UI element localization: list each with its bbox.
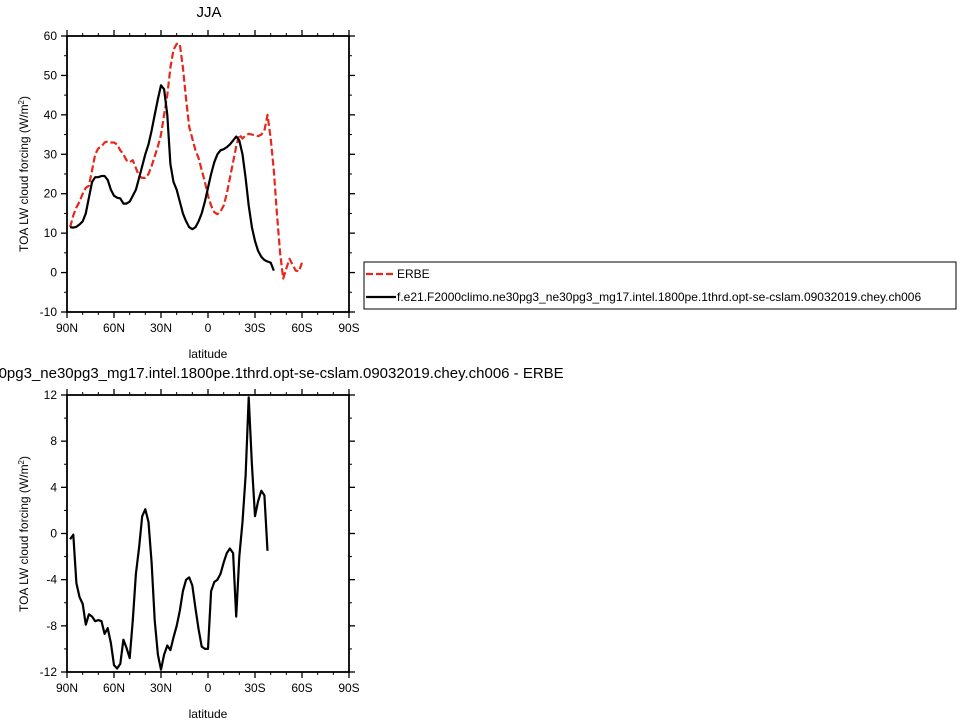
y-axis-label-end: ): [17, 96, 31, 100]
x-tick-label: 60N: [103, 321, 125, 335]
ticks-group: 90N 60N 30N 0 30S 60S 90S -12 -8 -4 0 4 8 12: [40, 388, 360, 695]
ticks-group: 90N 60N 30N 0 30S 60S 90S -10 0 10 20 30 40 50 60: [40, 29, 360, 335]
chart-title-diff: f.e21.F2000climo.ne30pg3_ne30pg3_mg17.in…: [0, 365, 564, 382]
series-line-0: [69, 42, 304, 280]
y-axis-label-sup: 2: [17, 99, 26, 104]
x-axis-label: latitude: [189, 707, 228, 721]
y-tick-label: 60: [44, 29, 58, 43]
y-tick-label: 12: [44, 388, 58, 402]
y-tick-label: -10: [40, 305, 58, 319]
chart-title: JJA: [196, 4, 221, 21]
x-tick-label: 30N: [150, 681, 172, 695]
plot-frame: [66, 35, 350, 313]
y-axis-label-end: ): [17, 456, 31, 460]
y-axis-label-sup: 2: [17, 459, 26, 464]
y-tick-label: 50: [44, 68, 58, 82]
legend-entry-erbe: ERBE: [397, 267, 430, 281]
y-tick-label: -8: [46, 619, 57, 633]
x-tick-label: 60N: [103, 681, 125, 695]
series-group: [69, 396, 269, 671]
x-tick-label: 90N: [56, 321, 78, 335]
legend: ERBE f.e21.F2000climo.ne30pg3_ne30pg3_mg…: [363, 261, 957, 310]
x-tick-label: 90N: [56, 681, 78, 695]
y-tick-label: 0: [50, 266, 57, 280]
x-tick-label: 0: [205, 321, 212, 335]
y-tick-label: -12: [40, 665, 58, 679]
x-tick-label: 30S: [244, 321, 265, 335]
x-tick-label: 90S: [338, 681, 359, 695]
x-tick-label: 0: [205, 681, 212, 695]
y-axis-label: TOA LW cloud forcing (W/m2): [17, 456, 31, 612]
legend-box: [363, 261, 957, 310]
series-group: [69, 42, 304, 280]
series-line-1: [69, 84, 275, 272]
y-tick-label: 30: [44, 147, 58, 161]
y-tick-label: 20: [44, 187, 58, 201]
x-tick-label: 60S: [291, 321, 312, 335]
y-tick-label: -4: [46, 573, 57, 587]
y-tick-label: 8: [50, 434, 57, 448]
y-tick-label: 40: [44, 108, 58, 122]
y-axis-label: TOA LW cloud forcing (W/m2): [17, 96, 31, 252]
bottom-chart: f.e21.F2000climo.ne30pg3_ne30pg3_mg17.in…: [0, 365, 564, 721]
y-tick-label: 10: [44, 226, 58, 240]
y-axis-label-main: TOA LW cloud forcing (W/m: [17, 104, 31, 252]
x-tick-label: 60S: [291, 681, 312, 695]
y-tick-label: 0: [50, 527, 57, 541]
x-tick-label: 30N: [150, 321, 172, 335]
legend-entry-model: f.e21.F2000climo.ne30pg3_ne30pg3_mg17.in…: [397, 290, 921, 304]
x-axis-label: latitude: [189, 347, 228, 361]
top-chart: JJA 90N 60N 30N 0 30S 60S 90S-100102030405060 …: [17, 4, 360, 361]
series-line-0: [69, 396, 269, 671]
x-tick-label: 30S: [244, 681, 265, 695]
y-tick-label: 4: [50, 480, 57, 494]
x-tick-label: 90S: [338, 321, 359, 335]
y-axis-label-main: TOA LW cloud forcing (W/m: [17, 464, 31, 612]
